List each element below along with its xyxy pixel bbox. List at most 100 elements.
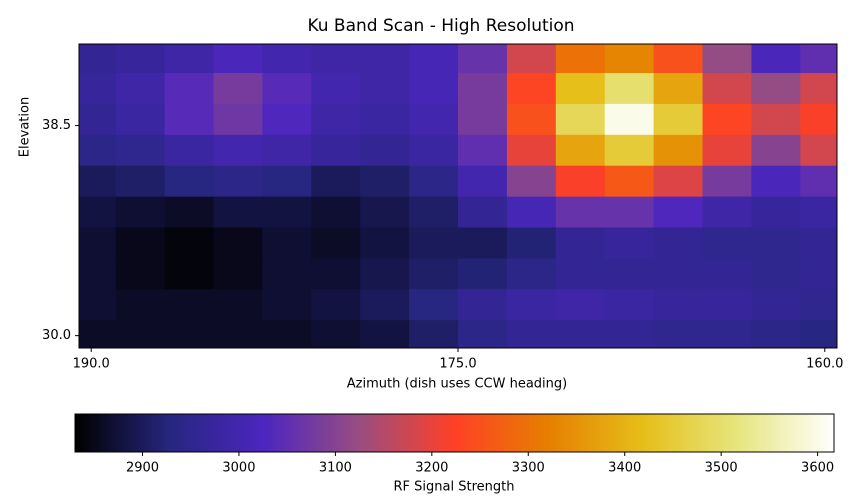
heatmap-cell [702,103,752,136]
heatmap-cell [115,73,166,105]
heatmap-cell [506,258,557,290]
heatmap-cell [800,134,837,167]
colorbar-tick-label: 3400 [608,461,641,476]
heatmap-cell [311,134,361,167]
colorbar-tick-label: 3200 [415,461,448,476]
heatmap-cell [360,258,410,290]
heatmap-cell [604,73,655,105]
heatmap-cell [311,196,361,229]
heatmap-cell [213,289,263,321]
heatmap-cell [360,165,410,198]
heatmap-cell [115,227,166,259]
heatmap-cell [311,44,361,74]
heatmap-cell [604,103,655,136]
heatmap-cell [751,165,801,198]
heatmap-cell [360,289,410,321]
heatmap-cell [751,258,801,290]
heatmap-cell [702,134,752,167]
heatmap-cell [751,103,801,136]
colorbar-tick-label: 3000 [222,461,255,476]
colorbar-label: RF Signal Strength [394,480,515,495]
heatmap-cell [555,44,606,74]
heatmap-cell [506,227,557,259]
x-tick-label: 160.0 [806,357,843,372]
heatmap-cell [115,289,166,321]
heatmap-cell [164,44,214,74]
heatmap-cell [164,73,214,105]
heatmap-cell [311,165,361,198]
heatmap-cell [360,44,410,74]
heatmap-cell [311,73,361,105]
heatmap-cell [555,134,606,167]
heatmap-cell [458,258,508,290]
colorbar-tick-label: 2900 [126,461,159,476]
heatmap-cell [213,196,263,229]
chart-title: Ku Band Scan - High Resolution [307,16,574,36]
heatmap-cell [555,103,606,136]
heatmap-cell [653,320,704,348]
heatmap-cell [360,73,410,105]
heatmap-cell [262,103,312,136]
heatmap-cell [115,103,166,136]
heatmap-cell [653,289,704,321]
heatmap-cell [164,258,214,290]
heatmap-cell [555,320,606,348]
heatmap-cell [458,289,508,321]
heatmap-cell [702,73,752,105]
heatmap-cell [458,73,508,105]
heatmap-cell [79,44,117,74]
heatmap-cell [79,134,117,167]
heatmap-cell [702,258,752,290]
heatmap-cell [164,227,214,259]
heatmap-cell [409,44,459,74]
heatmap-cell [79,103,117,136]
heatmap-cell [115,165,166,198]
heatmap-cell [506,103,557,136]
heatmap-cell [604,289,655,321]
heatmap-cell [409,196,459,229]
heatmap-cell [800,289,837,321]
heatmap-cell [751,320,801,348]
heatmap-cell [115,196,166,229]
heatmap-cell [115,44,166,74]
heatmap-cell [262,227,312,259]
heatmap-cell [751,196,801,229]
heatmap-cell [409,134,459,167]
heatmap-cell [702,165,752,198]
heatmap-cell [164,289,214,321]
heatmap-cell [213,258,263,290]
heatmap-cell [164,103,214,136]
heatmap-cell [311,258,361,290]
colorbar-tick-label: 3300 [512,461,545,476]
colorbar-tick-label: 3600 [801,461,834,476]
heatmap-cell [115,258,166,290]
heatmap-cell [262,134,312,167]
heatmap-cell [164,320,214,348]
heatmap-cell [213,227,263,259]
heatmap-cell [555,289,606,321]
heatmap-cell [360,320,410,348]
heatmap-cell [213,44,263,74]
x-tick-label: 190.0 [73,357,110,372]
heatmap-cell [458,320,508,348]
heatmap-cell [311,289,361,321]
heatmap-cell [555,165,606,198]
heatmap-cell [458,103,508,136]
heatmap-cell [262,320,312,348]
heatmap-cell [604,320,655,348]
heatmap-cell [702,320,752,348]
heatmap-cell [604,165,655,198]
heatmap-cell [751,289,801,321]
heatmap-cell [115,320,166,348]
heatmap-cell [311,227,361,259]
heatmap-cell [311,320,361,348]
heatmap-cell [409,320,459,348]
heatmap-cell [262,196,312,229]
heatmap-cell [702,289,752,321]
heatmap-cell [79,73,117,105]
heatmap-cell [800,73,837,105]
heatmap-cell [409,289,459,321]
heatmap-cell [555,73,606,105]
heatmap-cell [653,227,704,259]
